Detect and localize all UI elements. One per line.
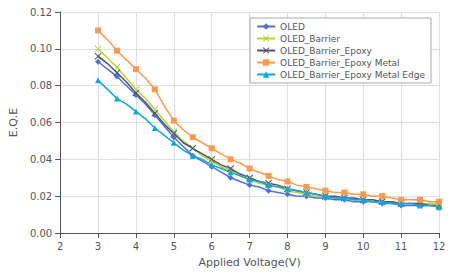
svg-text:OLED_Barrier_Epoxy: OLED_Barrier_Epoxy bbox=[280, 46, 372, 56]
svg-text:11: 11 bbox=[395, 241, 408, 252]
svg-text:OLED_Barrier_Epoxy Metal: OLED_Barrier_Epoxy Metal bbox=[280, 58, 399, 68]
svg-text:9: 9 bbox=[322, 241, 328, 252]
svg-text:2: 2 bbox=[57, 241, 63, 252]
svg-text:0.10: 0.10 bbox=[30, 43, 52, 54]
svg-text:7: 7 bbox=[246, 241, 252, 252]
svg-text:4: 4 bbox=[133, 241, 139, 252]
svg-text:0.12: 0.12 bbox=[30, 7, 52, 18]
svg-text:E.Q.E: E.Q.E bbox=[7, 108, 20, 138]
svg-text:0.08: 0.08 bbox=[30, 80, 52, 91]
svg-text:0.06: 0.06 bbox=[30, 117, 52, 128]
svg-text:Applied Voltage(V): Applied Voltage(V) bbox=[198, 256, 300, 269]
svg-text:0.04: 0.04 bbox=[30, 154, 52, 165]
svg-text:6: 6 bbox=[209, 241, 215, 252]
svg-text:3: 3 bbox=[95, 241, 101, 252]
svg-text:10: 10 bbox=[357, 241, 370, 252]
svg-text:5: 5 bbox=[171, 241, 177, 252]
svg-text:OLED: OLED bbox=[280, 22, 305, 32]
svg-text:0.00: 0.00 bbox=[30, 228, 52, 239]
svg-text:OLED_Barrier: OLED_Barrier bbox=[280, 34, 340, 44]
svg-text:OLED_Barrier_Epoxy Metal Edge: OLED_Barrier_Epoxy Metal Edge bbox=[280, 70, 425, 80]
svg-text:0.02: 0.02 bbox=[30, 191, 52, 202]
svg-text:12: 12 bbox=[433, 241, 446, 252]
svg-text:8: 8 bbox=[284, 241, 290, 252]
